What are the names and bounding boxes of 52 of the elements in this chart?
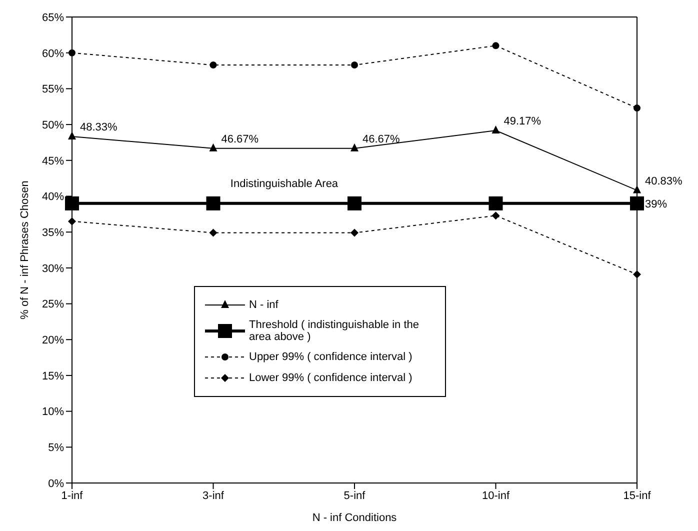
point: [492, 212, 500, 220]
x-tick-label: 10-inf: [482, 490, 510, 502]
y-tick-label: 25%: [42, 298, 64, 311]
point: [351, 62, 358, 69]
y-tick-label: 60%: [42, 48, 64, 60]
point: [350, 143, 358, 152]
point: [634, 104, 640, 112]
y-tick-label: 55%: [42, 84, 64, 96]
y-tick-label: 65%: [42, 12, 64, 24]
legend-label: Threshold ( indistinguishable in the area above ): [249, 319, 420, 343]
point: [350, 228, 358, 237]
x-axis-title: N - inf Conditions: [312, 512, 398, 524]
y-tick-label: 50%: [42, 119, 64, 132]
x-tick-label: 5-inf: [344, 490, 366, 502]
y-tick-label: 15%: [42, 370, 64, 382]
point: [68, 49, 76, 56]
x-tick-label: 1-inf: [61, 490, 84, 502]
point: [65, 196, 79, 210]
data-label: 46.67%: [221, 133, 259, 146]
y-tick-label: 10%: [42, 406, 64, 418]
data-label: 40.83%: [645, 175, 683, 188]
point: [633, 185, 641, 194]
point: [68, 217, 76, 226]
point: [348, 196, 362, 210]
x-tick-label: 3-inf: [202, 490, 225, 502]
data-label: 48.33%: [80, 122, 118, 134]
point: [209, 143, 218, 152]
point: [630, 196, 644, 210]
point: [210, 62, 217, 69]
point: [209, 228, 218, 237]
y-tick-label: 40%: [42, 191, 64, 204]
data-label: 49.17%: [504, 115, 542, 128]
y-tick-label: 20%: [42, 334, 64, 347]
y-axis-title: % of N - inf Phrases Chosen: [18, 180, 31, 320]
legend-label: Lower 99% ( confidence interval ): [249, 372, 412, 384]
data-label: 39%: [645, 198, 668, 210]
point: [68, 132, 76, 140]
y-tick-label: 45%: [42, 155, 64, 168]
legend-label: Upper 99% ( confidence interval ): [249, 351, 412, 363]
y-tick-label: 0%: [48, 478, 64, 490]
y-tick-label: 35%: [42, 226, 64, 239]
x-tick-label: 15-inf: [623, 490, 652, 502]
point: [492, 125, 500, 134]
point: [206, 196, 220, 210]
point: [633, 270, 641, 278]
annotation: Indistinguishable Area: [229, 178, 340, 190]
point: [492, 42, 500, 50]
point: [488, 196, 503, 210]
data-label: 46.67%: [362, 133, 400, 146]
legend-label: N - inf: [249, 299, 278, 311]
y-tick-label: 30%: [42, 262, 64, 275]
y-tick-label: 5%: [48, 442, 64, 454]
